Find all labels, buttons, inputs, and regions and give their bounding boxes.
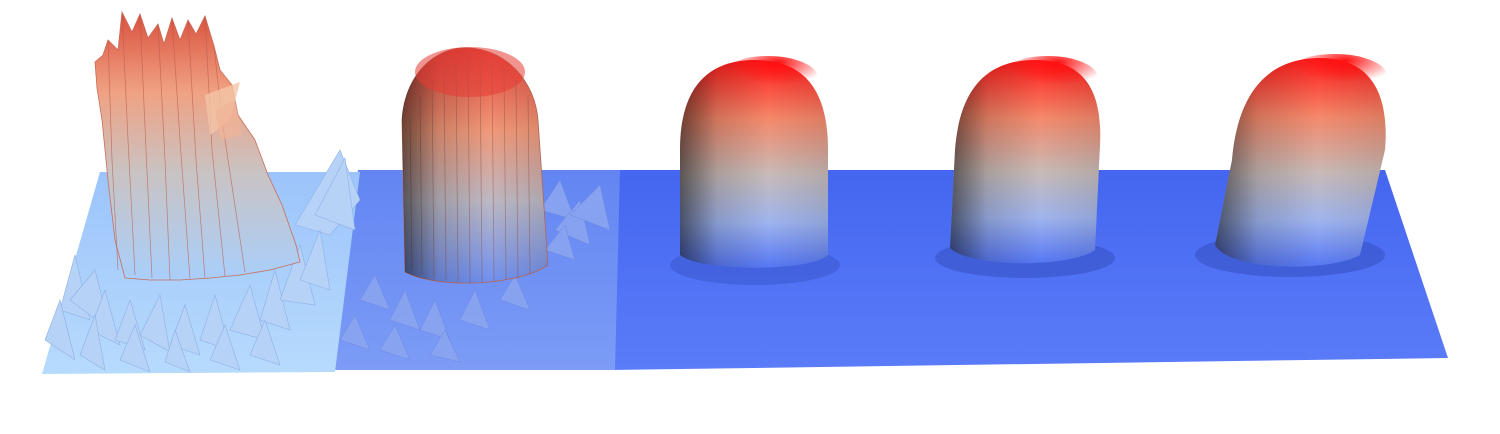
- smooth-bump-5: [1195, 54, 1387, 277]
- smooth-bump-4: [935, 56, 1115, 278]
- spiky-column: [94, 10, 301, 281]
- smooth-bump-3: [670, 56, 840, 285]
- panel-2-noisy-bump: [339, 47, 611, 363]
- panel-1-spiky-surface: [44, 10, 361, 373]
